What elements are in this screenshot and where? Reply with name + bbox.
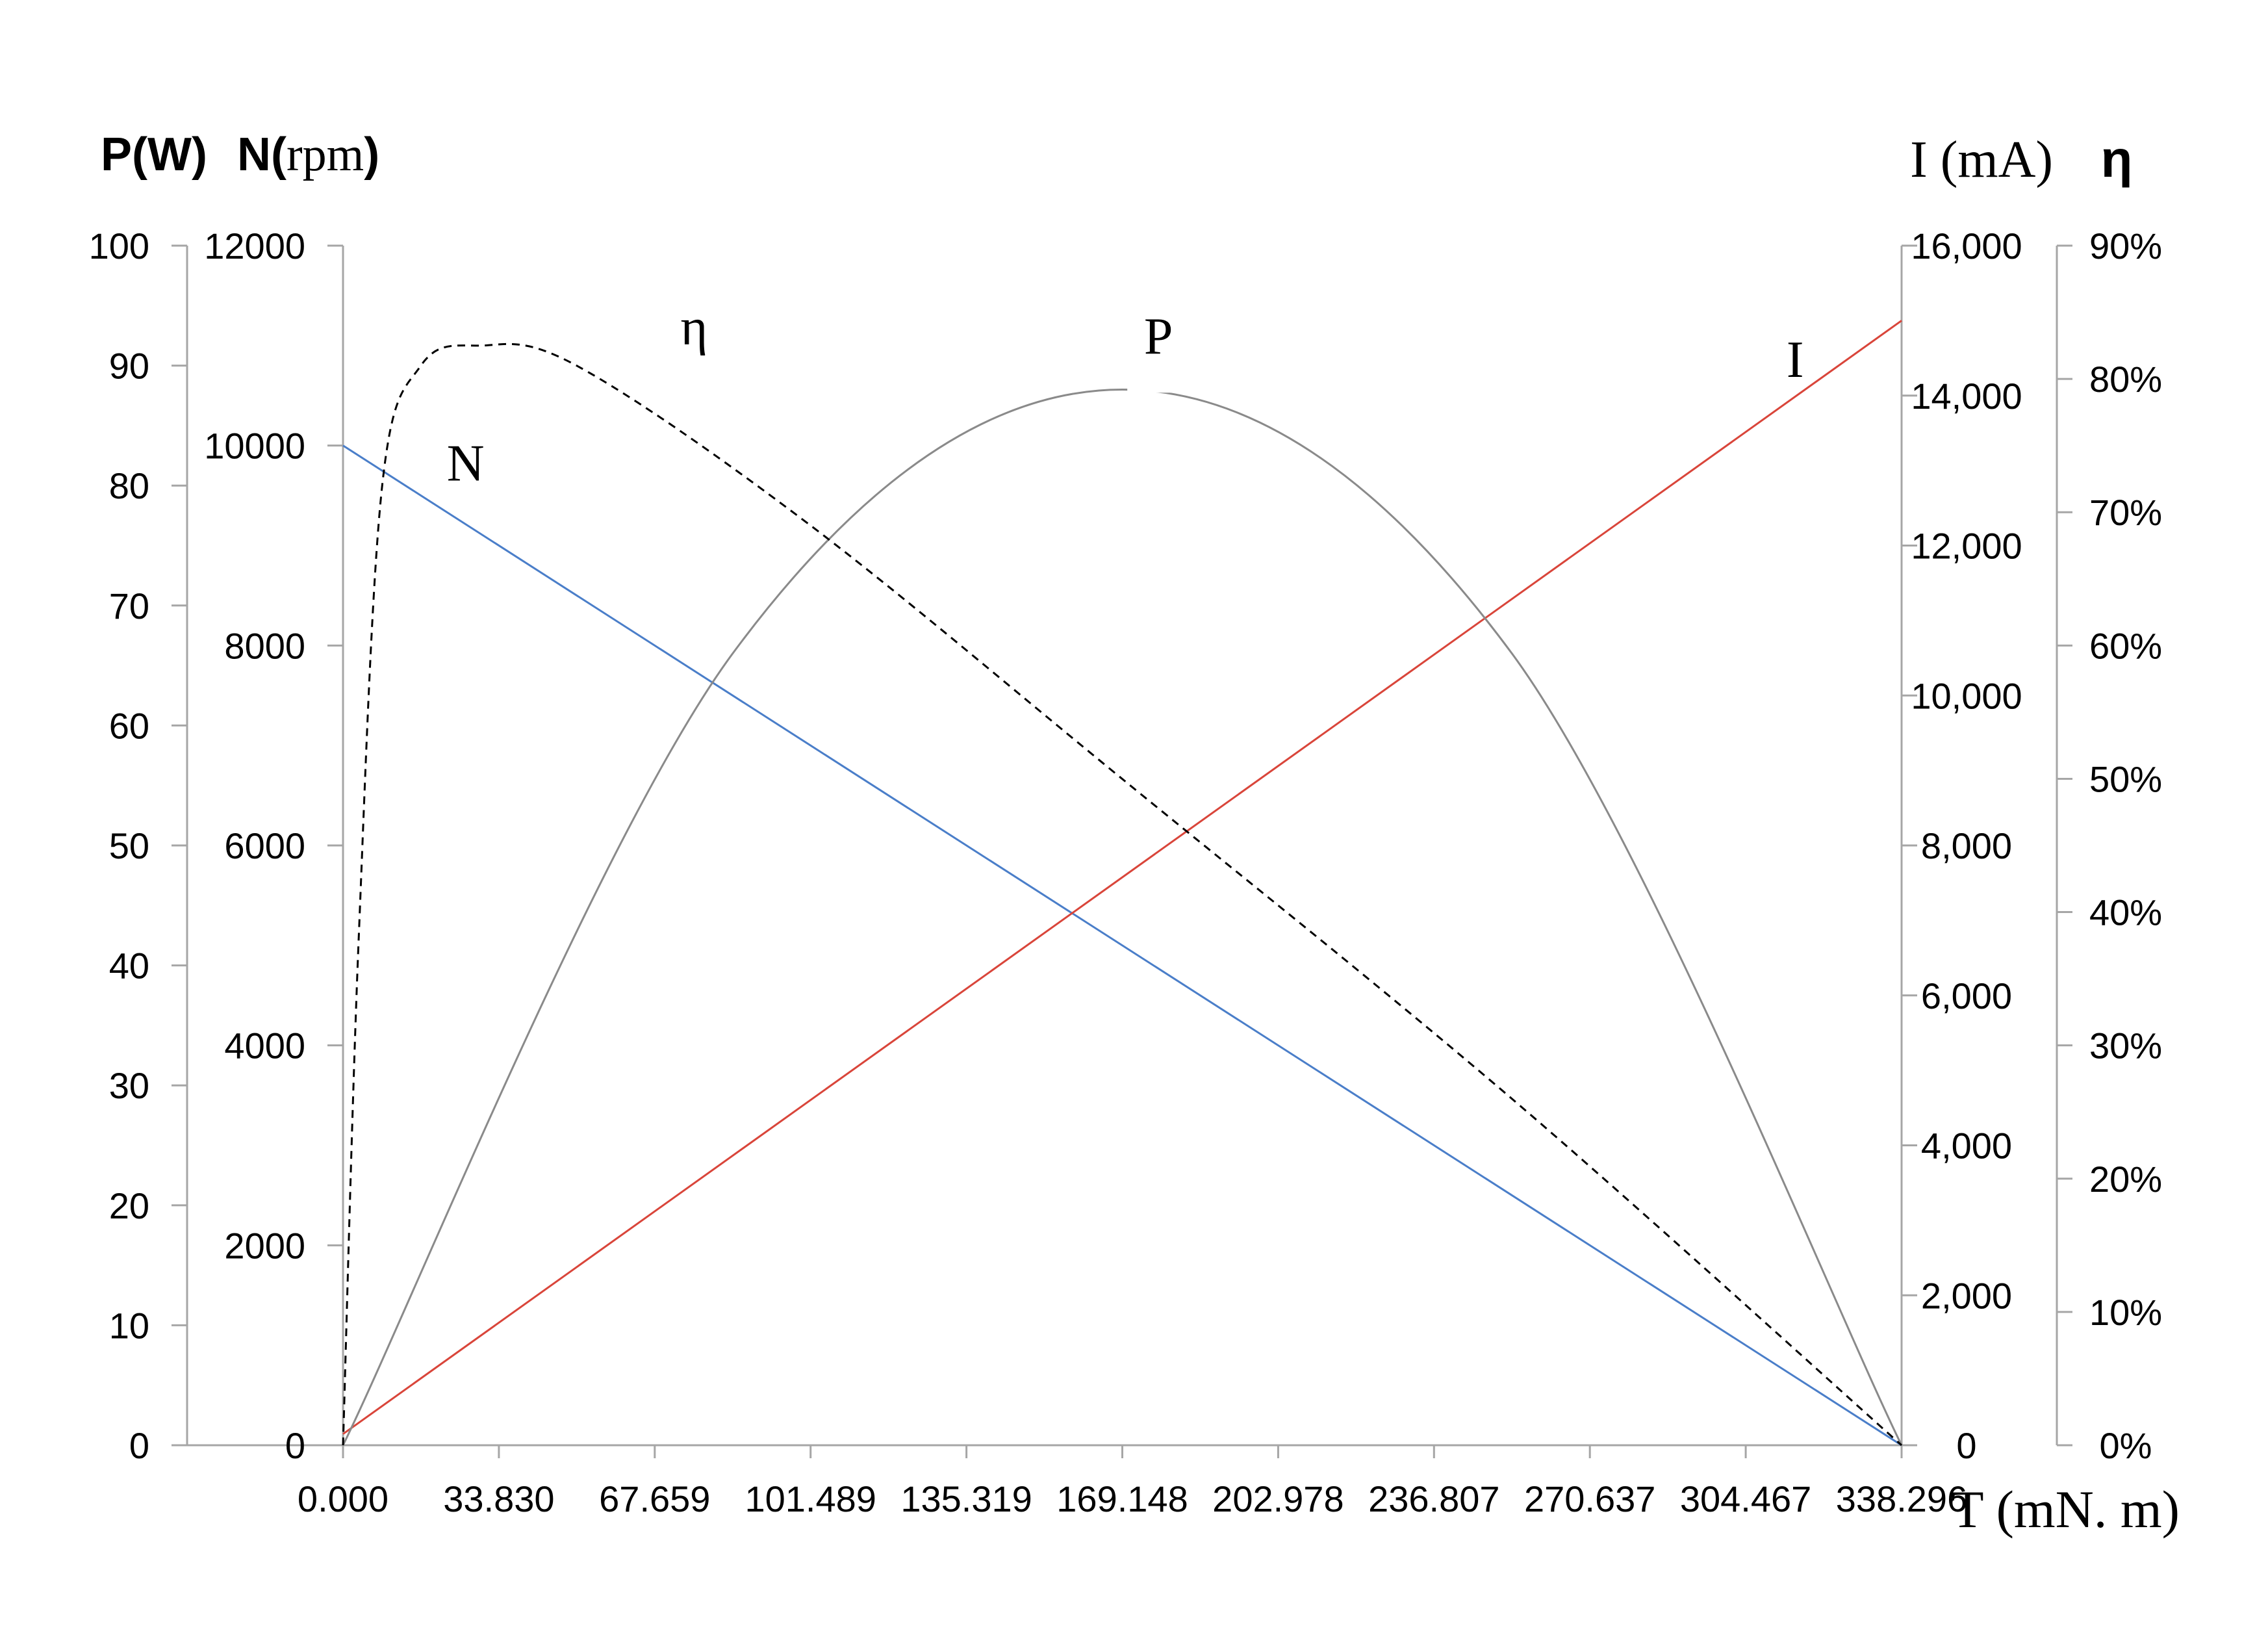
p-axis-title: P(W) — [101, 129, 207, 181]
P-tick-label: 100 — [89, 225, 149, 266]
N-tick-label: 10000 — [204, 426, 305, 467]
x-tick-label: 338.296 — [1836, 1478, 1967, 1519]
i-axis-title: I (mA) — [1910, 131, 2053, 188]
P-tick-label: 0 — [129, 1425, 149, 1466]
eta-tick-label: 20% — [2089, 1159, 2162, 1200]
n-axis-title-part: ) — [364, 129, 379, 181]
series-eta-line — [342, 342, 1903, 1447]
eta-tick-label: 0% — [2100, 1425, 2152, 1466]
eta-tick-label: 70% — [2089, 492, 2162, 533]
I-tick-label: 4,000 — [1921, 1126, 2012, 1166]
eta-tick-label: 10% — [2089, 1292, 2162, 1333]
axes-layer: 0.000 33.830 67.659 101.489 135.319 169.148 20… — [89, 225, 2162, 1519]
x-axis-title: T (mN. m) — [1951, 1480, 2180, 1539]
n-axis-title: N(rpm) — [237, 128, 379, 181]
P-tick-label: 10 — [109, 1305, 149, 1346]
x-tick-label: 202.978 — [1212, 1478, 1344, 1519]
eta-tick-label: 30% — [2089, 1025, 2162, 1066]
I-tick-label: 0 — [1956, 1425, 1976, 1466]
I-tick-label: 16,000 — [1911, 225, 2022, 266]
I-tick-label: 12,000 — [1911, 526, 2022, 567]
x-tick-label: 135.319 — [900, 1478, 1032, 1519]
x-tick-label: 0.000 — [298, 1478, 389, 1519]
P-tick-label: 50 — [109, 825, 149, 866]
eta-tick-label: 90% — [2089, 225, 2162, 266]
x-tick-label: 101.489 — [745, 1478, 876, 1519]
eta-tick-label: 60% — [2089, 625, 2162, 666]
p-label-gap — [1127, 374, 1190, 393]
curve-label-P: P — [1144, 308, 1173, 365]
N-tick-label: 6000 — [224, 825, 305, 866]
series-layer — [342, 320, 1903, 1447]
series-P-line — [342, 389, 1903, 1446]
I-tick-label: 2,000 — [1921, 1275, 2012, 1316]
series-N-line — [342, 444, 1902, 1447]
series-I-line — [342, 320, 1902, 1435]
N-tick-label: 4000 — [224, 1025, 305, 1066]
I-tick-label: 8,000 — [1921, 825, 2012, 866]
label-layer: T (mN. m) P(W) N(rpm) I (mA) η Nη P I — [101, 128, 2180, 1539]
P-tick-label: 40 — [109, 946, 149, 986]
x-tick-label: 304.467 — [1680, 1478, 1811, 1519]
P-tick-label: 30 — [109, 1065, 149, 1106]
x-tick-label: 236.807 — [1368, 1478, 1499, 1519]
x-tick-label: 270.637 — [1524, 1478, 1655, 1519]
I-tick-label: 10,000 — [1911, 675, 2022, 716]
n-axis-title-part: N( — [237, 129, 287, 181]
I-tick-label: 14,000 — [1911, 376, 2022, 417]
eta-tick-label: 50% — [2089, 758, 2162, 799]
eta-axis-title: η — [2101, 130, 2133, 188]
P-tick-label: 20 — [109, 1185, 149, 1226]
P-tick-label: 90 — [109, 346, 149, 387]
curve-label-eta: η — [680, 299, 707, 356]
curve-label-I: I — [1787, 331, 1804, 389]
N-tick-label: 8000 — [224, 625, 305, 666]
x-tick-label: 169.148 — [1056, 1478, 1188, 1519]
n-axis-title-part: rpm — [287, 128, 364, 181]
x-tick-label: 67.659 — [599, 1478, 710, 1519]
curve-label-N: N — [447, 435, 485, 493]
eta-tick-label: 80% — [2089, 359, 2162, 400]
N-tick-label: 2000 — [224, 1225, 305, 1266]
P-tick-label: 60 — [109, 705, 149, 746]
eta-tick-label: 40% — [2089, 892, 2162, 933]
N-tick-label: 0 — [285, 1425, 305, 1466]
I-tick-label: 6,000 — [1921, 975, 2012, 1016]
P-tick-label: 70 — [109, 586, 149, 626]
N-tick-label: 12000 — [204, 225, 305, 266]
x-tick-label: 33.830 — [443, 1478, 554, 1519]
P-tick-label: 80 — [109, 465, 149, 506]
